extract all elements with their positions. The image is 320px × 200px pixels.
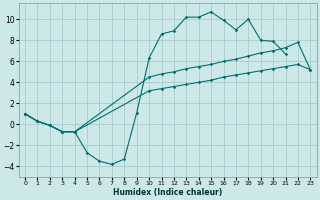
X-axis label: Humidex (Indice chaleur): Humidex (Indice chaleur): [113, 188, 222, 197]
